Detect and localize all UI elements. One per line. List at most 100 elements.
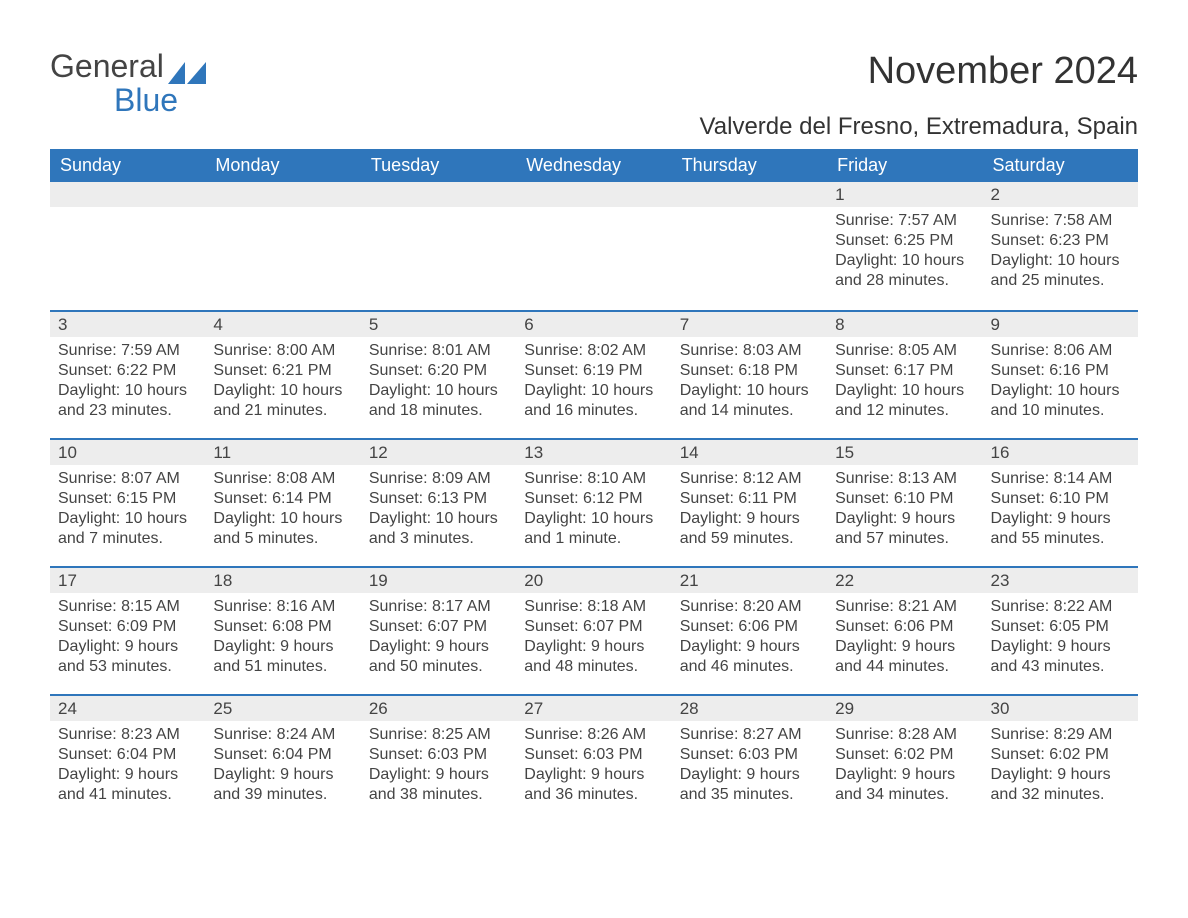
daylight-text: Daylight: 9 hours and 46 minutes. <box>680 637 819 677</box>
day-details: Sunrise: 7:59 AMSunset: 6:22 PMDaylight:… <box>50 337 205 431</box>
calendar-cell <box>361 182 516 310</box>
calendar-cell: 13Sunrise: 8:10 AMSunset: 6:12 PMDayligh… <box>516 440 671 566</box>
day-number <box>361 182 516 207</box>
day-details: Sunrise: 8:26 AMSunset: 6:03 PMDaylight:… <box>516 721 671 815</box>
sunrise-text: Sunrise: 8:03 AM <box>680 341 819 361</box>
day-names-row: SundayMondayTuesdayWednesdayThursdayFrid… <box>50 149 1138 182</box>
sunrise-text: Sunrise: 7:58 AM <box>991 211 1130 231</box>
sunrise-text: Sunrise: 8:29 AM <box>991 725 1130 745</box>
daylight-text: Daylight: 10 hours and 16 minutes. <box>524 381 663 421</box>
sunrise-text: Sunrise: 8:00 AM <box>213 341 352 361</box>
day-number: 7 <box>672 312 827 337</box>
daylight-text: Daylight: 10 hours and 18 minutes. <box>369 381 508 421</box>
daylight-text: Daylight: 10 hours and 10 minutes. <box>991 381 1130 421</box>
sunset-text: Sunset: 6:20 PM <box>369 361 508 381</box>
day-number: 24 <box>50 696 205 721</box>
day-details: Sunrise: 8:03 AMSunset: 6:18 PMDaylight:… <box>672 337 827 431</box>
calendar-cell: 4Sunrise: 8:00 AMSunset: 6:21 PMDaylight… <box>205 312 360 438</box>
calendar-cell: 3Sunrise: 7:59 AMSunset: 6:22 PMDaylight… <box>50 312 205 438</box>
day-number <box>205 182 360 207</box>
calendar-cell: 9Sunrise: 8:06 AMSunset: 6:16 PMDaylight… <box>983 312 1138 438</box>
sunset-text: Sunset: 6:14 PM <box>213 489 352 509</box>
sunrise-text: Sunrise: 8:09 AM <box>369 469 508 489</box>
sunrise-text: Sunrise: 8:14 AM <box>991 469 1130 489</box>
daylight-text: Daylight: 10 hours and 21 minutes. <box>213 381 352 421</box>
day-details: Sunrise: 8:18 AMSunset: 6:07 PMDaylight:… <box>516 593 671 687</box>
logo-text-1: General <box>50 50 164 84</box>
sunrise-text: Sunrise: 8:12 AM <box>680 469 819 489</box>
day-details: Sunrise: 8:23 AMSunset: 6:04 PMDaylight:… <box>50 721 205 815</box>
day-details: Sunrise: 8:02 AMSunset: 6:19 PMDaylight:… <box>516 337 671 431</box>
calendar: SundayMondayTuesdayWednesdayThursdayFrid… <box>50 149 1138 822</box>
day-number: 30 <box>983 696 1138 721</box>
daylight-text: Daylight: 9 hours and 39 minutes. <box>213 765 352 805</box>
calendar-cell: 25Sunrise: 8:24 AMSunset: 6:04 PMDayligh… <box>205 696 360 822</box>
day-details: Sunrise: 8:29 AMSunset: 6:02 PMDaylight:… <box>983 721 1138 815</box>
sunset-text: Sunset: 6:10 PM <box>835 489 974 509</box>
sunset-text: Sunset: 6:04 PM <box>58 745 197 765</box>
sunset-text: Sunset: 6:03 PM <box>369 745 508 765</box>
sunrise-text: Sunrise: 8:20 AM <box>680 597 819 617</box>
dayname: Wednesday <box>516 149 671 182</box>
calendar-cell: 24Sunrise: 8:23 AMSunset: 6:04 PMDayligh… <box>50 696 205 822</box>
day-details: Sunrise: 8:20 AMSunset: 6:06 PMDaylight:… <box>672 593 827 687</box>
title-block: November 2024 Valverde del Fresno, Extre… <box>700 50 1138 149</box>
sunrise-text: Sunrise: 8:25 AM <box>369 725 508 745</box>
day-details: Sunrise: 8:22 AMSunset: 6:05 PMDaylight:… <box>983 593 1138 687</box>
day-number: 5 <box>361 312 516 337</box>
day-number: 2 <box>983 182 1138 207</box>
sunrise-text: Sunrise: 8:17 AM <box>369 597 508 617</box>
sunset-text: Sunset: 6:19 PM <box>524 361 663 381</box>
day-number: 13 <box>516 440 671 465</box>
day-number: 29 <box>827 696 982 721</box>
calendar-cell: 7Sunrise: 8:03 AMSunset: 6:18 PMDaylight… <box>672 312 827 438</box>
day-details: Sunrise: 8:01 AMSunset: 6:20 PMDaylight:… <box>361 337 516 431</box>
day-number: 14 <box>672 440 827 465</box>
calendar-cell <box>672 182 827 310</box>
daylight-text: Daylight: 9 hours and 34 minutes. <box>835 765 974 805</box>
calendar-cell <box>205 182 360 310</box>
calendar-cell: 28Sunrise: 8:27 AMSunset: 6:03 PMDayligh… <box>672 696 827 822</box>
sunrise-text: Sunrise: 8:22 AM <box>991 597 1130 617</box>
day-number: 17 <box>50 568 205 593</box>
sunrise-text: Sunrise: 8:13 AM <box>835 469 974 489</box>
calendar-cell: 27Sunrise: 8:26 AMSunset: 6:03 PMDayligh… <box>516 696 671 822</box>
calendar-cell: 2Sunrise: 7:58 AMSunset: 6:23 PMDaylight… <box>983 182 1138 310</box>
calendar-cell: 26Sunrise: 8:25 AMSunset: 6:03 PMDayligh… <box>361 696 516 822</box>
calendar-cell: 10Sunrise: 8:07 AMSunset: 6:15 PMDayligh… <box>50 440 205 566</box>
day-details: Sunrise: 8:09 AMSunset: 6:13 PMDaylight:… <box>361 465 516 559</box>
daylight-text: Daylight: 10 hours and 23 minutes. <box>58 381 197 421</box>
daylight-text: Daylight: 10 hours and 25 minutes. <box>991 251 1130 291</box>
calendar-cell: 14Sunrise: 8:12 AMSunset: 6:11 PMDayligh… <box>672 440 827 566</box>
day-details: Sunrise: 8:28 AMSunset: 6:02 PMDaylight:… <box>827 721 982 815</box>
daylight-text: Daylight: 9 hours and 59 minutes. <box>680 509 819 549</box>
day-details: Sunrise: 8:07 AMSunset: 6:15 PMDaylight:… <box>50 465 205 559</box>
sunset-text: Sunset: 6:02 PM <box>991 745 1130 765</box>
calendar-cell <box>516 182 671 310</box>
day-details: Sunrise: 8:10 AMSunset: 6:12 PMDaylight:… <box>516 465 671 559</box>
dayname: Sunday <box>50 149 205 182</box>
day-number: 1 <box>827 182 982 207</box>
sunrise-text: Sunrise: 8:06 AM <box>991 341 1130 361</box>
sunrise-text: Sunrise: 8:23 AM <box>58 725 197 745</box>
calendar-cell <box>50 182 205 310</box>
day-number: 18 <box>205 568 360 593</box>
day-number: 3 <box>50 312 205 337</box>
sunrise-text: Sunrise: 8:07 AM <box>58 469 197 489</box>
week-row: 3Sunrise: 7:59 AMSunset: 6:22 PMDaylight… <box>50 310 1138 438</box>
sunset-text: Sunset: 6:15 PM <box>58 489 197 509</box>
day-number: 8 <box>827 312 982 337</box>
calendar-cell: 1Sunrise: 7:57 AMSunset: 6:25 PMDaylight… <box>827 182 982 310</box>
daylight-text: Daylight: 10 hours and 3 minutes. <box>369 509 508 549</box>
sunrise-text: Sunrise: 8:08 AM <box>213 469 352 489</box>
day-number: 27 <box>516 696 671 721</box>
day-number: 9 <box>983 312 1138 337</box>
sunrise-text: Sunrise: 8:26 AM <box>524 725 663 745</box>
sunset-text: Sunset: 6:06 PM <box>680 617 819 637</box>
sunrise-text: Sunrise: 8:24 AM <box>213 725 352 745</box>
day-number: 11 <box>205 440 360 465</box>
daylight-text: Daylight: 9 hours and 57 minutes. <box>835 509 974 549</box>
dayname: Tuesday <box>361 149 516 182</box>
calendar-cell: 22Sunrise: 8:21 AMSunset: 6:06 PMDayligh… <box>827 568 982 694</box>
sunset-text: Sunset: 6:07 PM <box>524 617 663 637</box>
